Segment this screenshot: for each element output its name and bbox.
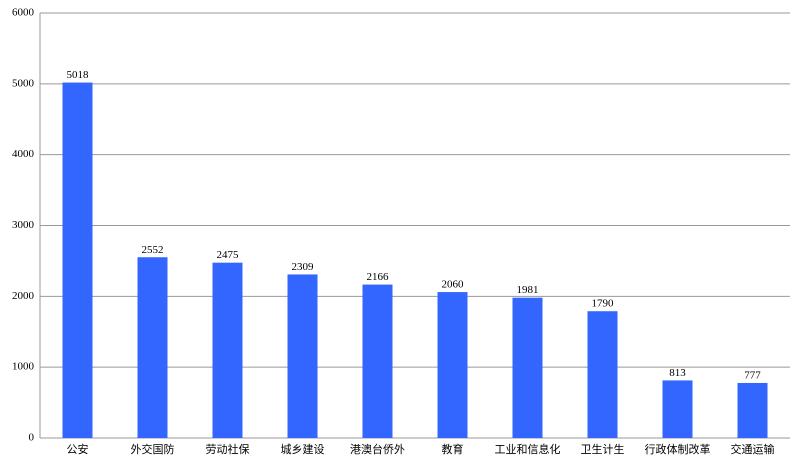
x-tick-label: 公安 xyxy=(67,442,89,456)
value-label: 813 xyxy=(669,367,686,379)
value-label: 5018 xyxy=(67,69,90,81)
bar xyxy=(737,382,768,438)
x-tick-label: 行政体制改革 xyxy=(645,442,711,456)
x-tick-label: 城乡建设 xyxy=(281,442,325,456)
x-tick-label: 工业和信息化 xyxy=(495,442,561,456)
y-tick-label: 4000 xyxy=(12,148,35,160)
bar xyxy=(287,274,318,438)
x-tick-label: 教育 xyxy=(442,442,464,456)
bar xyxy=(662,380,693,438)
bar xyxy=(437,292,468,438)
y-tick-label: 1000 xyxy=(12,361,35,373)
y-tick-label: 0 xyxy=(29,432,35,444)
value-label: 2060 xyxy=(442,279,465,291)
value-label: 2166 xyxy=(367,271,390,283)
y-tick-label: 6000 xyxy=(12,7,35,19)
value-label: 2552 xyxy=(142,244,164,256)
value-label: 1790 xyxy=(592,298,615,310)
x-tick-label: 外交国防 xyxy=(131,442,175,456)
x-tick-label: 卫生计生 xyxy=(581,442,625,456)
bar xyxy=(212,262,243,438)
y-tick-label: 2000 xyxy=(12,290,35,302)
value-label: 1981 xyxy=(517,284,539,296)
x-tick-label: 港澳台侨外 xyxy=(350,442,405,456)
bar xyxy=(137,257,168,438)
y-tick-label: 3000 xyxy=(12,219,35,231)
x-tick-label: 劳动社保 xyxy=(206,442,250,456)
value-label: 777 xyxy=(744,369,761,381)
y-tick-label: 5000 xyxy=(12,77,35,89)
value-label: 2475 xyxy=(217,249,240,261)
bar xyxy=(512,297,543,438)
value-label: 2309 xyxy=(292,261,315,273)
bar xyxy=(362,284,393,438)
bar xyxy=(587,311,618,438)
x-tick-label: 交通运输 xyxy=(731,442,775,456)
bar xyxy=(62,82,93,438)
